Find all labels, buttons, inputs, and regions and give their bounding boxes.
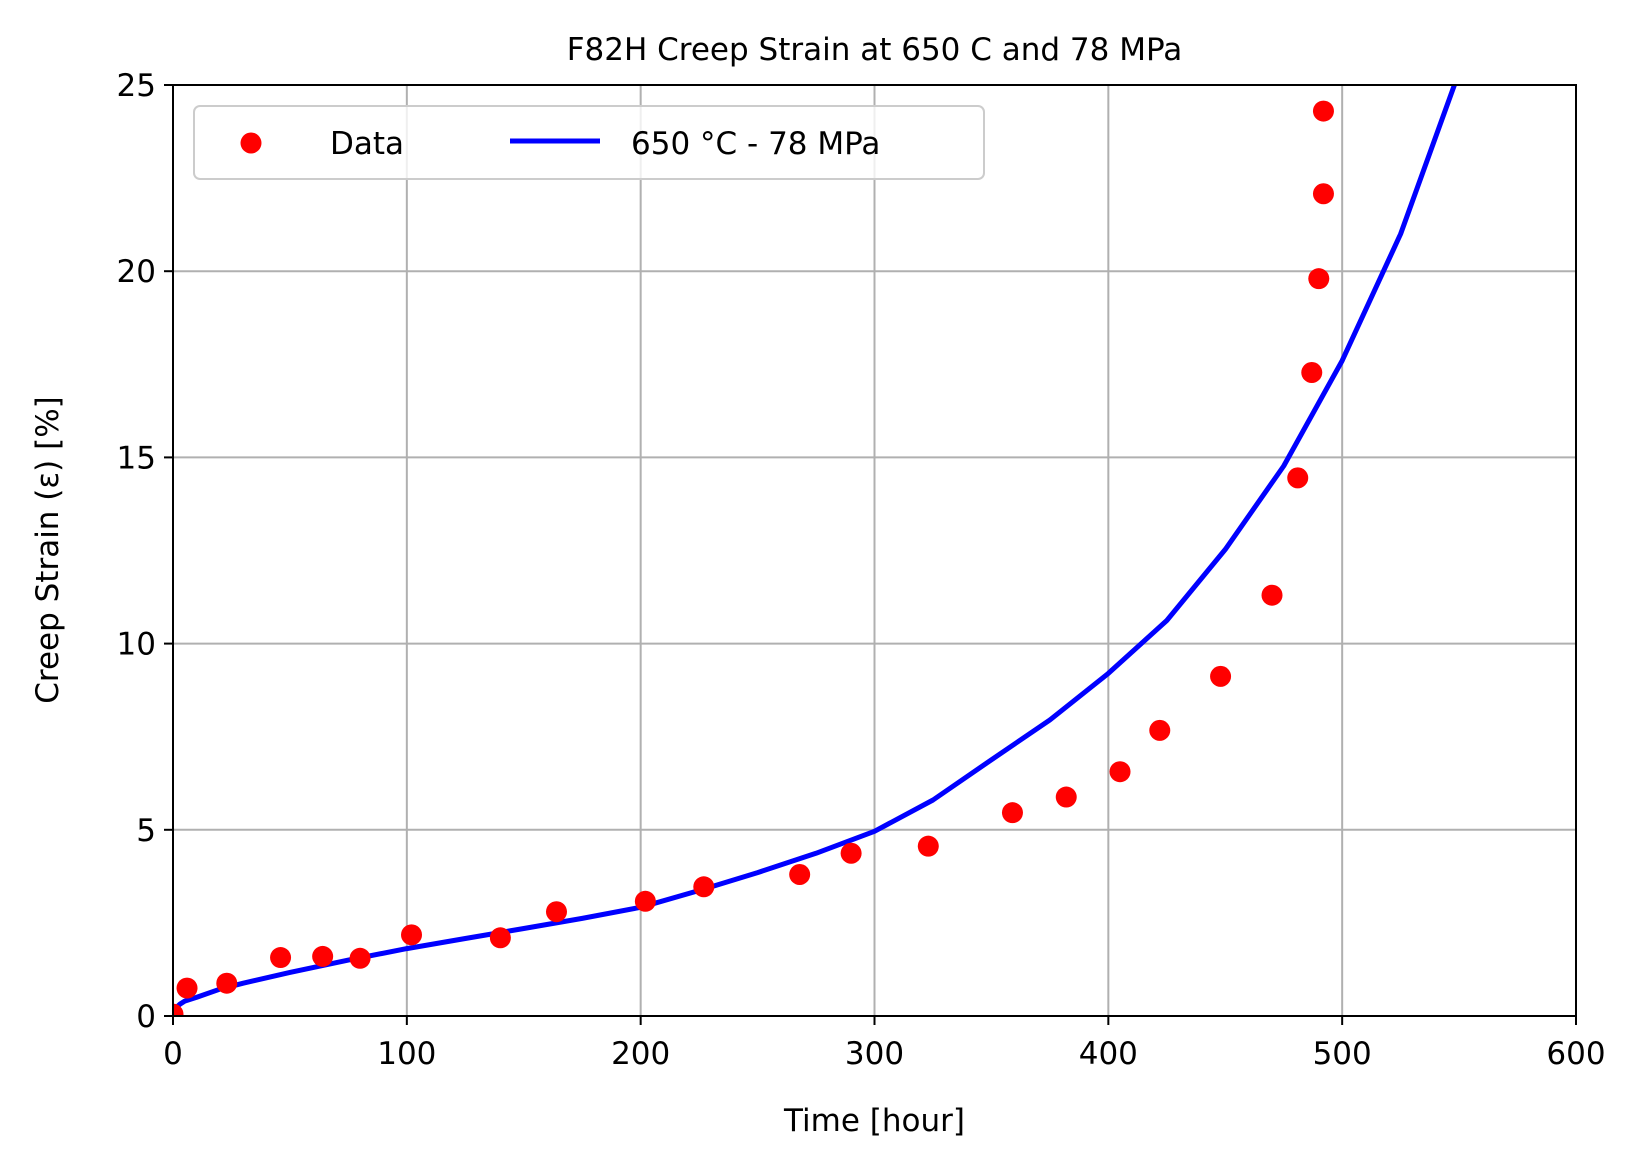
x-tick-label: 0 [163,1036,183,1072]
y-tick-label: 0 [136,999,156,1035]
legend-label-model: 650 °C - 78 MPa [631,126,880,162]
data-point [216,972,238,994]
y-tick-label: 25 [117,68,156,104]
x-tick-label: 300 [845,1036,904,1072]
data-point [545,901,567,923]
x-tick-label: 400 [1079,1036,1138,1072]
data-point [1301,361,1323,383]
data-point [1308,268,1330,290]
data-point [312,945,334,967]
legend-marker-data [240,132,262,154]
y-tick-label: 5 [136,813,156,849]
data-point [1312,100,1334,122]
data-point [917,835,939,857]
data-point [176,977,198,999]
data-point [1149,719,1171,741]
data-point [1055,786,1077,808]
data-point [173,1003,184,1016]
data-point [1287,467,1309,489]
data-point [789,863,811,885]
legend: Data 650 °C - 78 MPa [193,105,985,180]
x-tick-label: 500 [1313,1036,1372,1072]
data-point [1312,183,1334,205]
y-axis-label: Creep Strain (ε) [%] [30,396,66,704]
y-tick-label: 15 [117,440,156,476]
data-point [1001,802,1023,824]
data-point [349,947,371,969]
data-point [270,947,292,969]
x-tick-label: 200 [611,1036,670,1072]
legend-label-data: Data [330,126,404,162]
data-point [634,890,656,912]
x-axis-label: Time [hour] [783,1103,965,1139]
y-tick-label: 10 [117,627,156,663]
x-tick-label: 100 [377,1036,436,1072]
x-tick-label: 600 [1546,1036,1605,1072]
data-point [489,927,511,949]
axis-ticks: 0 100 200 300 400 500 600 0 5 10 15 20 25 [117,68,1606,1072]
model-curve-line [173,85,1457,1016]
data-point [1210,665,1232,687]
y-tick-label: 20 [117,254,156,290]
data-point [840,842,862,864]
plot-series [173,85,1457,1016]
data-point [401,924,423,946]
data-point [1109,761,1131,783]
data-point [1261,584,1283,606]
chart-title: F82H Creep Strain at 650 C and 78 MPa [567,32,1183,68]
data-point [693,876,715,898]
